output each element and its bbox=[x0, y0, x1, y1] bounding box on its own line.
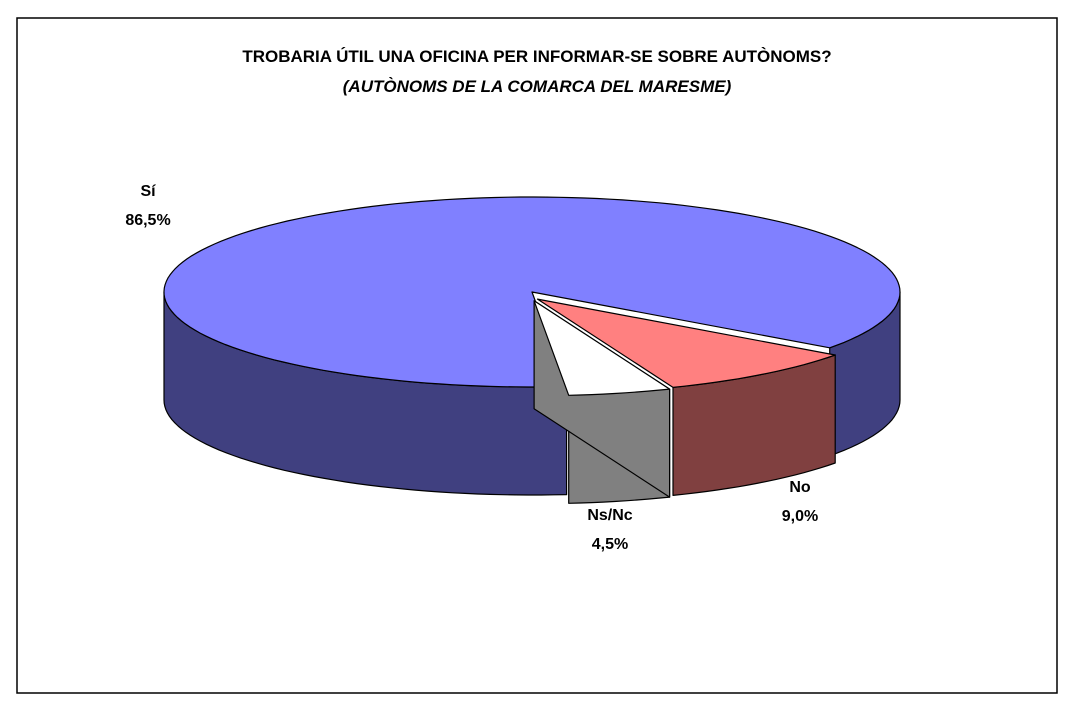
slice-label: Sí bbox=[140, 183, 156, 200]
slice-value-label: 9,0% bbox=[782, 508, 818, 525]
slice-label: No bbox=[789, 479, 811, 496]
slice-value-label: 86,5% bbox=[125, 212, 170, 229]
pie-slice bbox=[533, 300, 671, 396]
pie-slice bbox=[163, 196, 901, 388]
pie-slice bbox=[536, 298, 836, 388]
slice-value-label: 4,5% bbox=[592, 536, 628, 553]
chart-title: TROBARIA ÚTIL UNA OFICINA PER INFORMAR-S… bbox=[242, 47, 831, 66]
chart-subtitle: (AUTÒNOMS DE LA COMARCA DEL MARESME) bbox=[343, 77, 732, 96]
slice-label: Ns/Nc bbox=[587, 507, 632, 524]
